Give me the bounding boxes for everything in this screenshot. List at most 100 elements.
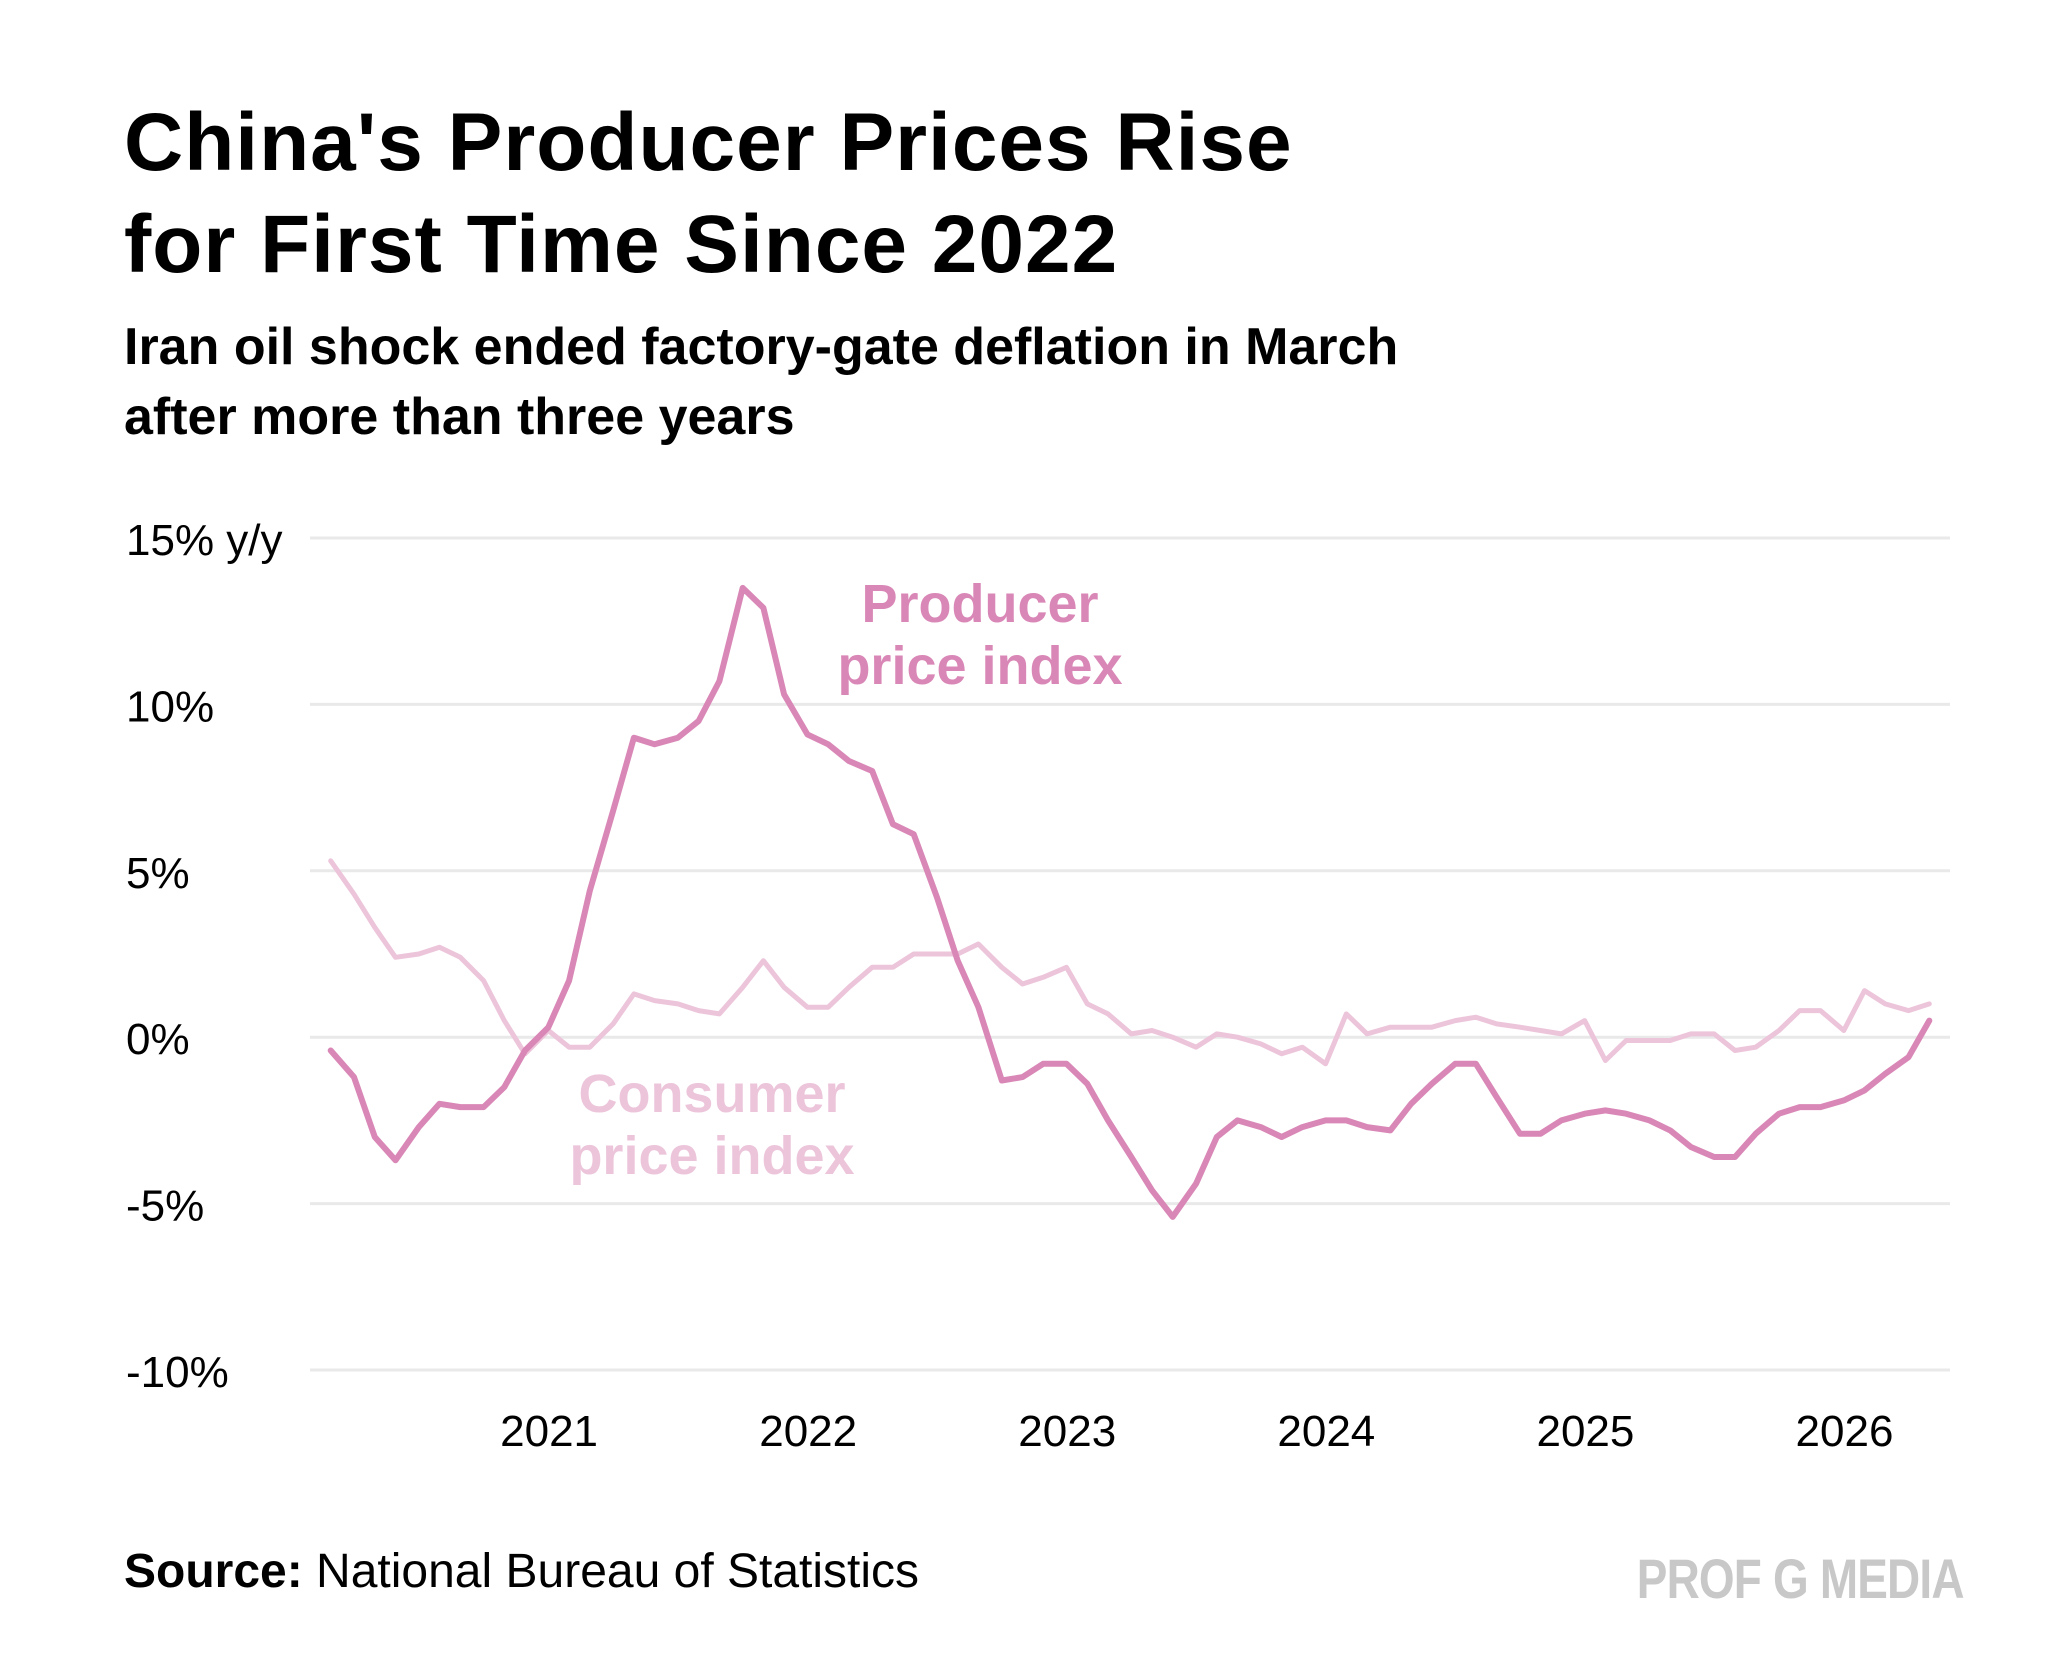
data-point-ppi xyxy=(329,1049,333,1053)
series-line-cpi xyxy=(328,858,1932,1067)
y-tick-label: -5% xyxy=(126,1182,204,1231)
x-tick-label: 2025 xyxy=(1536,1407,1634,1456)
y-tick-label: 0% xyxy=(126,1015,190,1064)
data-point-cpi xyxy=(1603,1059,1607,1063)
data-point-cpi xyxy=(912,952,916,956)
data-point-cpi xyxy=(1409,1025,1413,1029)
data-point-ppi xyxy=(1754,1132,1758,1136)
data-point-ppi xyxy=(891,822,895,826)
data-point-ppi xyxy=(870,769,874,773)
data-point-cpi xyxy=(567,1045,571,1049)
data-point-ppi xyxy=(1041,1062,1045,1066)
series-label-ppi: price index xyxy=(837,636,1122,696)
data-point-cpi xyxy=(870,965,874,969)
data-point-cpi xyxy=(1819,1009,1823,1013)
data-point-cpi xyxy=(611,1022,615,1026)
data-point-cpi xyxy=(373,925,377,929)
data-point-ppi xyxy=(1000,1079,1004,1083)
data-point-ppi xyxy=(1927,1019,1931,1023)
data-point-cpi xyxy=(1065,965,1069,969)
data-point-cpi xyxy=(632,992,636,996)
data-point-ppi xyxy=(1300,1125,1304,1129)
data-point-cpi xyxy=(935,952,939,956)
data-point-cpi xyxy=(1259,1042,1263,1046)
data-point-cpi xyxy=(438,945,442,949)
data-point-ppi xyxy=(1842,1098,1846,1102)
data-point-ppi xyxy=(1129,1155,1133,1159)
data-point-ppi xyxy=(1798,1105,1802,1109)
series-label-cpi: Consumer xyxy=(578,1064,845,1124)
data-point-cpi xyxy=(1021,982,1025,986)
data-point-ppi xyxy=(1777,1112,1781,1116)
data-point-cpi xyxy=(1000,965,1004,969)
data-point-cpi xyxy=(588,1045,592,1049)
data-point-ppi xyxy=(935,895,939,899)
data-point-cpi xyxy=(891,965,895,969)
y-tick-label: 15% y/y xyxy=(126,516,283,565)
data-point-cpi xyxy=(1474,1015,1478,1019)
data-point-cpi xyxy=(1648,1039,1652,1043)
data-point-cpi xyxy=(826,1005,830,1009)
data-point-ppi xyxy=(632,736,636,740)
data-point-ppi xyxy=(373,1135,377,1139)
data-point-ppi xyxy=(502,1085,506,1089)
data-point-cpi xyxy=(1430,1025,1434,1029)
data-point-cpi xyxy=(1863,989,1867,993)
data-point-ppi xyxy=(1215,1135,1219,1139)
data-point-cpi xyxy=(1344,1012,1348,1016)
data-point-ppi xyxy=(1409,1102,1413,1106)
series-label-cpi: price index xyxy=(569,1126,854,1186)
y-tick-label: -10% xyxy=(126,1348,229,1397)
data-point-ppi xyxy=(782,692,786,696)
chart-subtitle: Iran oil shock ended factory-gate deflat… xyxy=(124,312,1724,452)
title-line-2: for First Time Since 2022 xyxy=(124,199,1119,290)
data-point-ppi xyxy=(1689,1145,1693,1149)
data-point-ppi xyxy=(976,1005,980,1009)
data-point-cpi xyxy=(1085,1002,1089,1006)
data-point-cpi xyxy=(417,952,421,956)
data-point-ppi xyxy=(567,979,571,983)
data-point-cpi xyxy=(329,859,333,863)
data-point-ppi xyxy=(1712,1155,1716,1159)
x-tick-label: 2022 xyxy=(759,1407,857,1456)
data-point-ppi xyxy=(847,759,851,763)
data-point-ppi xyxy=(1603,1108,1607,1112)
series-points-cpi xyxy=(329,859,1932,1066)
data-point-ppi xyxy=(417,1125,421,1129)
data-point-cpi xyxy=(1668,1039,1672,1043)
data-point-cpi xyxy=(1842,1029,1846,1033)
data-point-ppi xyxy=(1194,1182,1198,1186)
data-point-cpi xyxy=(761,959,765,963)
source-text: National Bureau of Statistics xyxy=(302,1545,920,1598)
source-note: Source: National Bureau of Statistics xyxy=(124,1544,919,1599)
data-point-cpi xyxy=(717,1012,721,1016)
data-point-ppi xyxy=(1539,1132,1543,1136)
title-line-1: China's Producer Prices Rise xyxy=(124,97,1293,188)
subtitle-line-2: after more than three years xyxy=(124,388,795,446)
data-point-ppi xyxy=(394,1158,398,1162)
series-line-ppi xyxy=(327,584,1933,1220)
x-tick-label: 2023 xyxy=(1018,1407,1116,1456)
data-point-ppi xyxy=(458,1105,462,1109)
data-point-ppi xyxy=(523,1049,527,1053)
data-point-cpi xyxy=(741,985,745,989)
data-point-cpi xyxy=(1883,1002,1887,1006)
data-point-ppi xyxy=(1065,1062,1069,1066)
data-point-ppi xyxy=(546,1025,550,1029)
data-point-ppi xyxy=(1150,1188,1154,1192)
x-tick-label: 2024 xyxy=(1277,1407,1375,1456)
data-point-cpi xyxy=(1171,1035,1175,1039)
data-point-ppi xyxy=(1388,1128,1392,1132)
data-point-cpi xyxy=(1324,1062,1328,1066)
data-point-cpi xyxy=(1280,1052,1284,1056)
data-point-cpi xyxy=(676,1002,680,1006)
data-point-ppi xyxy=(1907,1055,1911,1059)
data-point-ppi xyxy=(1236,1118,1240,1122)
data-point-ppi xyxy=(1453,1062,1457,1066)
y-tick-label: 10% xyxy=(126,682,214,731)
x-tick-label: 2021 xyxy=(500,1407,598,1456)
data-point-ppi xyxy=(1365,1125,1369,1129)
data-point-ppi xyxy=(1648,1118,1652,1122)
data-point-ppi xyxy=(1733,1155,1737,1159)
x-tick-label: 2026 xyxy=(1796,1407,1894,1456)
